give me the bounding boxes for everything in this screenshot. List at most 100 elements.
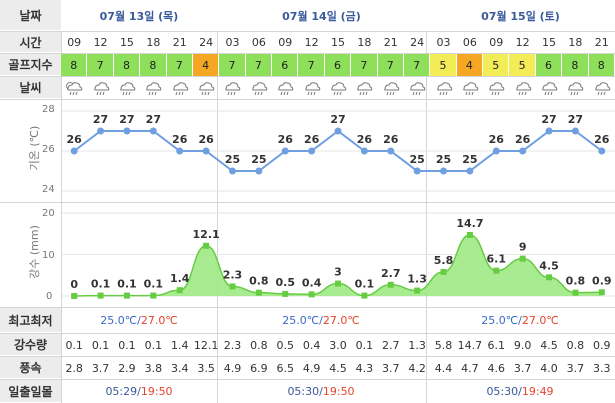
golf-index-cell: 4 [192, 54, 220, 76]
temp-label: 26 [594, 133, 610, 146]
separator: / [319, 385, 323, 398]
temp-point [598, 147, 606, 155]
temp-tick-26: 26 [42, 144, 55, 155]
rain-icon [167, 78, 193, 98]
hour-cell: 15 [542, 36, 557, 49]
golf-index-cell: 6 [272, 54, 299, 76]
precip-cell: 4.5 [540, 338, 558, 352]
temp-label: 27 [541, 113, 556, 126]
rain-label: 5.8 [434, 254, 454, 267]
rain-point [176, 287, 183, 294]
rain-icon [404, 78, 430, 98]
row-label-date: 날짜 [0, 0, 61, 31]
wind-cell: 4.6 [487, 361, 506, 375]
rain-icon [272, 78, 298, 98]
wind-cell: 3.7 [91, 361, 110, 375]
rain-icon [246, 78, 272, 98]
rain-label: 0.8 [249, 275, 269, 288]
rain-icon [298, 78, 324, 98]
golf-index-cell: 8 [588, 54, 615, 76]
rain-icon [483, 78, 509, 98]
partly-cloudy-rain-icon [61, 78, 87, 98]
row-divider [0, 202, 615, 203]
hour-cell: 09 [278, 36, 293, 49]
rain-tick-10: 10 [42, 250, 55, 261]
row-label-min-max: 최고최저 [0, 308, 61, 333]
row-divider [0, 356, 615, 357]
day-separator [217, 0, 218, 403]
max-temp: 27.0℃ [140, 314, 178, 327]
rain-label: 4.5 [539, 259, 559, 272]
rain-label: 2.3 [223, 268, 243, 281]
hour-cell: 06 [251, 36, 266, 49]
precip-cell: 5.8 [434, 338, 453, 352]
temp-point [97, 127, 105, 135]
golf-index-cell: 7 [403, 54, 431, 76]
rain-label: 0.1 [144, 278, 164, 291]
golf-index-cell: 7 [298, 54, 325, 76]
golf-index-cell: 6 [324, 54, 352, 76]
rain-icon [457, 78, 483, 98]
golf-index-cell: 7 [166, 54, 193, 76]
rain-icon [219, 78, 245, 98]
hour-cell: 21 [594, 36, 609, 49]
sunrise-sunset-value: 05:30/19:50 [287, 385, 354, 398]
temp-label: 26 [198, 133, 214, 146]
wind-row: 2.8 3.7 2.9 3.8 3.4 3.5 4.9 6.9 6.5 4.9 4.5 4.3 3.7 4… [61, 357, 615, 379]
precip-cell: 3.0 [329, 338, 347, 352]
temp-label: 26 [172, 133, 188, 146]
rain-point [361, 292, 368, 299]
wind-cell: 4.2 [408, 361, 426, 375]
min-max-value: 25.0℃/27.0℃ [100, 314, 177, 327]
day-header-1: 07월 13일 (목) [61, 0, 217, 31]
rain-label: 1.4 [170, 272, 190, 285]
precip-cell: 0.1 [118, 338, 136, 352]
temp-point [228, 167, 236, 175]
temp-label: 25 [409, 153, 424, 166]
golf-index-cell: 5 [483, 54, 510, 76]
rain-icon [351, 78, 377, 98]
rain-icon [536, 78, 562, 98]
golf-index-cell: 4 [456, 54, 484, 76]
golf-index-cell: 5 [509, 54, 536, 76]
rain-label: 14.7 [456, 217, 483, 230]
temp-point [413, 167, 421, 175]
max-temp: 27.0℃ [322, 314, 360, 327]
precip-cell: 2.3 [223, 338, 242, 352]
temp-point [492, 147, 500, 155]
temp-label: 26 [67, 133, 83, 146]
row-label-golf-index: 골프지수 [0, 54, 61, 76]
wind-cell: 4.4 [434, 361, 453, 375]
separator: / [137, 385, 141, 398]
row-label-time: 시간 [0, 32, 61, 53]
precip-row: 0.1 0.1 0.1 0.1 1.4 12.1 2.3 0.8 0.5 0.4 3.0 0.1 2.7… [61, 334, 615, 356]
rain-point [519, 255, 526, 262]
rain-label: 0.4 [302, 276, 322, 289]
temp-point [545, 127, 553, 135]
day-header-2: 07월 14일 (금) [217, 0, 426, 31]
rain-label: 3 [334, 266, 342, 279]
hour-cell: 09 [67, 36, 82, 49]
rain-point [150, 292, 157, 299]
temp-label: 26 [383, 133, 399, 146]
golf-index-cell: 7 [351, 54, 378, 76]
rain-label: 0.1 [355, 278, 375, 291]
rain-icon [87, 78, 113, 98]
temp-label: 25 [436, 153, 451, 166]
rain-label: 1.3 [407, 273, 427, 286]
row-divider [0, 99, 615, 100]
hour-cell: 15 [330, 36, 345, 49]
temp-label: 27 [568, 113, 583, 126]
temp-point [281, 147, 289, 155]
hour-cell: 21 [383, 36, 398, 49]
sunrise-time: 05:30 [486, 385, 519, 398]
rain-point [466, 231, 473, 238]
temp-label: 27 [146, 113, 161, 126]
wind-cell: 4.5 [329, 361, 347, 375]
rain-point [229, 283, 236, 290]
precip-cell: 2.7 [382, 338, 400, 352]
rain-label: 0.1 [117, 278, 137, 291]
wind-cell: 3.5 [197, 361, 215, 375]
precip-cell: 12.1 [193, 338, 219, 352]
separator: / [137, 314, 141, 327]
